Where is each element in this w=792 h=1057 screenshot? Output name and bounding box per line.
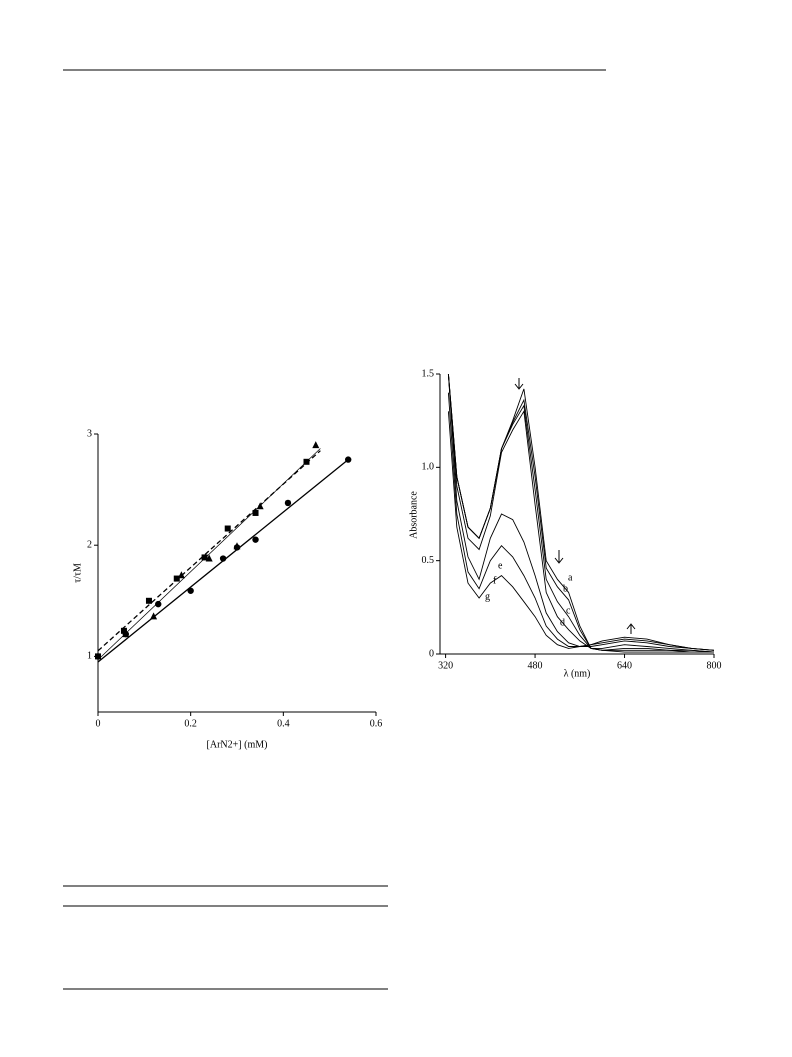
spectrum	[447, 373, 715, 653]
curve-label: d	[560, 617, 565, 628]
point	[120, 627, 127, 634]
x-tick-label: 800	[707, 660, 722, 671]
x-tick-label: 640	[617, 660, 632, 671]
point	[284, 499, 292, 507]
point	[205, 554, 213, 562]
spectrum	[447, 373, 715, 653]
point	[233, 542, 241, 550]
x-tick-label: 320	[438, 660, 453, 671]
arrow	[514, 378, 524, 390]
point	[201, 554, 208, 561]
fit-line	[97, 450, 321, 652]
point	[173, 575, 180, 582]
spectrum	[447, 373, 715, 651]
point	[122, 630, 130, 638]
x-tick-label: 0.6	[370, 718, 383, 729]
point	[187, 587, 194, 594]
point	[219, 555, 227, 562]
curve-label: e	[498, 560, 503, 571]
x-tick-label: 0.2	[184, 718, 197, 729]
arrow	[554, 550, 564, 564]
curve-label: g	[485, 591, 490, 602]
point	[150, 612, 158, 620]
point	[256, 502, 264, 510]
curve-label: b	[563, 583, 568, 594]
y-axis-label: τ/τM	[72, 563, 83, 583]
point	[224, 525, 231, 532]
point	[312, 441, 320, 449]
x-tick-label: 0	[96, 718, 101, 729]
curve-label: c	[566, 605, 571, 616]
spectrum	[447, 411, 715, 651]
curve-label: a	[568, 572, 573, 583]
y-tick-label: 0.5	[422, 555, 435, 566]
y-axis-label: Absorbance	[408, 491, 419, 539]
point	[252, 536, 259, 543]
point	[345, 456, 352, 463]
arrow	[626, 623, 636, 634]
x-axis-label: λ (nm)	[564, 668, 591, 679]
x-axis-label: [ArN2+] (mM)	[207, 739, 268, 750]
y-tick-label: 1.0	[422, 462, 435, 473]
y-tick-label: 3	[87, 428, 92, 439]
y-tick-label: 1	[87, 651, 92, 662]
point	[145, 597, 152, 604]
fit-line	[97, 448, 321, 660]
y-tick-label: 1.5	[422, 368, 435, 379]
point	[95, 653, 101, 660]
point	[155, 600, 162, 608]
y-tick-label: 0	[429, 648, 434, 659]
spectrum	[447, 392, 715, 651]
point	[177, 571, 185, 579]
point	[303, 458, 310, 465]
x-tick-label: 0.4	[277, 718, 290, 729]
curve-label: f	[493, 575, 497, 586]
y-tick-label: 2	[87, 539, 92, 550]
point	[252, 509, 259, 516]
x-tick-label: 480	[528, 660, 543, 671]
